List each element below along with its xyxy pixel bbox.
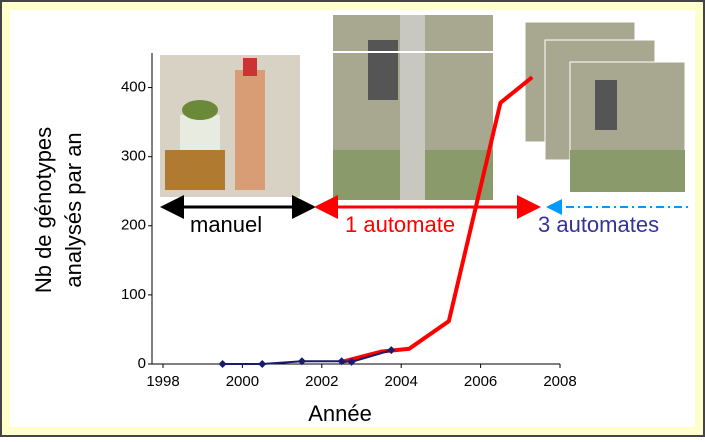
x-axis-label: Année xyxy=(308,401,372,426)
chart: Année 0 100 200 300 400 1998 2000 2002 2004 2006 2… xyxy=(0,0,705,437)
annotation: 3 automates xyxy=(538,212,659,237)
x-tick-label: 2006 xyxy=(464,373,497,390)
y-tick-label: 0 xyxy=(138,355,146,372)
x-tick-label: 2000 xyxy=(226,373,259,390)
annotation: manuel xyxy=(190,212,262,237)
y-axis-label: analysés par an xyxy=(61,132,86,287)
y-tick-label: 300 xyxy=(121,148,146,165)
y-tick-label: 400 xyxy=(121,79,146,96)
y-tick-label: 200 xyxy=(121,217,146,234)
x-tick-label: 2004 xyxy=(385,373,418,390)
x-tick-label: 2008 xyxy=(543,373,576,390)
x-tick-label: 2002 xyxy=(305,373,338,390)
x-tick-label: 1998 xyxy=(146,373,179,390)
annotation: 1 automate xyxy=(345,212,455,237)
y-tick-label: 100 xyxy=(121,286,146,303)
photo-automate xyxy=(333,15,493,200)
y-axis-label: Nb de génotypes xyxy=(31,127,56,293)
photo-manual xyxy=(160,55,300,197)
